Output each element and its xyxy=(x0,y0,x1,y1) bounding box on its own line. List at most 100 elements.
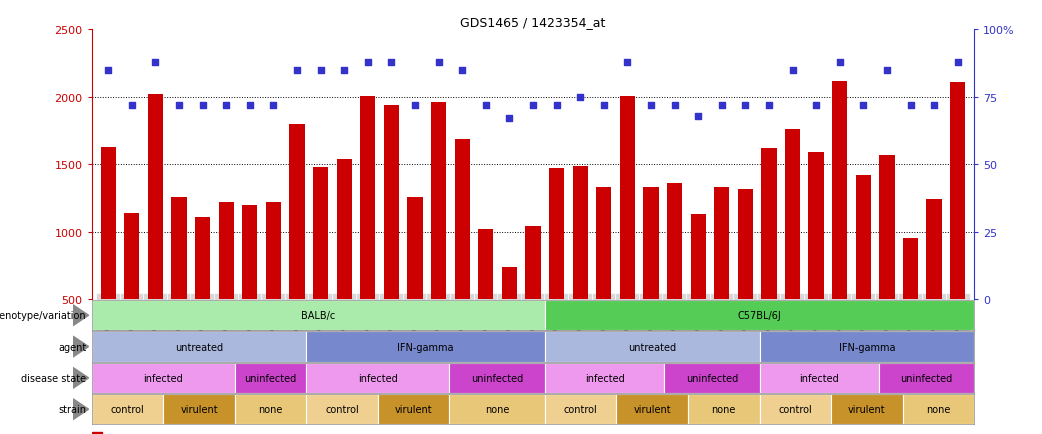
Bar xyxy=(306,363,449,393)
Point xyxy=(454,67,471,74)
Bar xyxy=(234,363,306,393)
Text: control: control xyxy=(325,404,359,414)
Point xyxy=(242,102,258,109)
Text: IFN-gamma: IFN-gamma xyxy=(839,342,895,352)
Text: control: control xyxy=(778,404,813,414)
Text: virulent: virulent xyxy=(848,404,886,414)
Point xyxy=(855,102,872,109)
Point xyxy=(501,116,518,123)
Text: untreated: untreated xyxy=(175,342,223,352)
Bar xyxy=(449,363,545,393)
Polygon shape xyxy=(73,336,89,357)
Bar xyxy=(501,267,517,299)
Point xyxy=(902,102,919,109)
Point xyxy=(383,59,400,66)
Text: none: none xyxy=(258,404,282,414)
Polygon shape xyxy=(73,305,89,326)
Bar xyxy=(762,149,776,299)
Point xyxy=(761,102,777,109)
Text: BALB/c: BALB/c xyxy=(301,311,336,320)
Bar xyxy=(760,394,832,424)
Bar xyxy=(171,197,187,299)
Bar xyxy=(92,300,545,331)
Bar xyxy=(431,103,446,299)
Bar xyxy=(738,189,753,299)
Point xyxy=(785,67,801,74)
Bar xyxy=(760,363,878,393)
Bar xyxy=(664,363,760,393)
Bar xyxy=(219,203,233,299)
Text: C57BL/6J: C57BL/6J xyxy=(738,311,782,320)
Bar xyxy=(879,155,895,299)
Text: virulent: virulent xyxy=(395,404,432,414)
Bar xyxy=(833,82,847,299)
Point xyxy=(643,102,660,109)
Bar xyxy=(902,394,974,424)
Text: control: control xyxy=(110,404,145,414)
Point xyxy=(289,67,305,74)
Bar xyxy=(92,363,234,393)
Bar xyxy=(100,148,116,299)
Bar xyxy=(617,394,688,424)
Bar xyxy=(926,200,942,299)
Bar xyxy=(688,394,760,424)
Bar xyxy=(809,153,824,299)
Bar xyxy=(454,139,470,299)
Bar xyxy=(478,230,494,299)
Point xyxy=(832,59,848,66)
Bar xyxy=(266,203,281,299)
Bar xyxy=(92,332,306,362)
Bar xyxy=(337,160,352,299)
Polygon shape xyxy=(73,399,89,420)
Text: genotype/variation: genotype/variation xyxy=(0,311,86,320)
Point xyxy=(548,102,565,109)
Point xyxy=(123,102,140,109)
Bar xyxy=(596,188,612,299)
Text: virulent: virulent xyxy=(180,404,218,414)
Bar xyxy=(92,432,102,434)
Point xyxy=(406,102,423,109)
Bar xyxy=(195,217,210,299)
Point xyxy=(595,102,612,109)
Point xyxy=(100,67,117,74)
Text: IFN-gamma: IFN-gamma xyxy=(397,342,454,352)
Bar xyxy=(878,363,974,393)
Point xyxy=(336,67,352,74)
Bar xyxy=(832,394,902,424)
Text: infected: infected xyxy=(144,373,183,383)
Bar xyxy=(124,214,140,299)
Bar xyxy=(449,394,545,424)
Bar xyxy=(714,188,729,299)
Bar xyxy=(549,169,565,299)
Bar xyxy=(242,205,257,299)
Bar xyxy=(691,215,705,299)
Point xyxy=(171,102,188,109)
Point xyxy=(194,102,210,109)
Bar xyxy=(306,394,378,424)
Text: none: none xyxy=(485,404,510,414)
Point xyxy=(265,102,281,109)
Bar xyxy=(545,300,974,331)
Bar xyxy=(407,197,423,299)
Point xyxy=(430,59,447,66)
Bar xyxy=(855,176,871,299)
Text: uninfected: uninfected xyxy=(900,373,952,383)
Point xyxy=(619,59,636,66)
Point xyxy=(949,59,966,66)
Text: uninfected: uninfected xyxy=(686,373,738,383)
Text: control: control xyxy=(564,404,597,414)
Text: infected: infected xyxy=(585,373,624,383)
Point xyxy=(477,102,494,109)
Bar xyxy=(92,394,164,424)
Bar xyxy=(306,332,545,362)
Bar xyxy=(545,394,617,424)
Point xyxy=(147,59,164,66)
Point xyxy=(218,102,234,109)
Text: virulent: virulent xyxy=(634,404,671,414)
Point xyxy=(925,102,942,109)
Bar xyxy=(525,227,541,299)
Text: uninfected: uninfected xyxy=(245,373,297,383)
Bar xyxy=(902,239,918,299)
Bar xyxy=(620,96,635,299)
Bar xyxy=(950,83,966,299)
